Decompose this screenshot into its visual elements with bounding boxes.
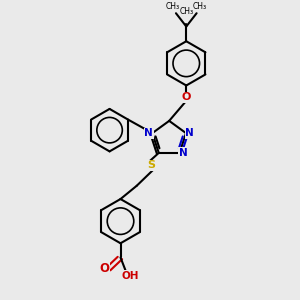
Text: OH: OH: [121, 271, 139, 281]
Text: S: S: [148, 160, 155, 170]
Text: O: O: [99, 262, 109, 275]
Text: CH₃: CH₃: [166, 2, 180, 11]
Text: N: N: [144, 128, 153, 138]
Text: N: N: [179, 148, 188, 158]
Text: O: O: [182, 92, 191, 102]
Text: CH₃: CH₃: [193, 2, 207, 11]
Text: N: N: [185, 128, 194, 138]
Text: CH₃: CH₃: [179, 7, 193, 16]
